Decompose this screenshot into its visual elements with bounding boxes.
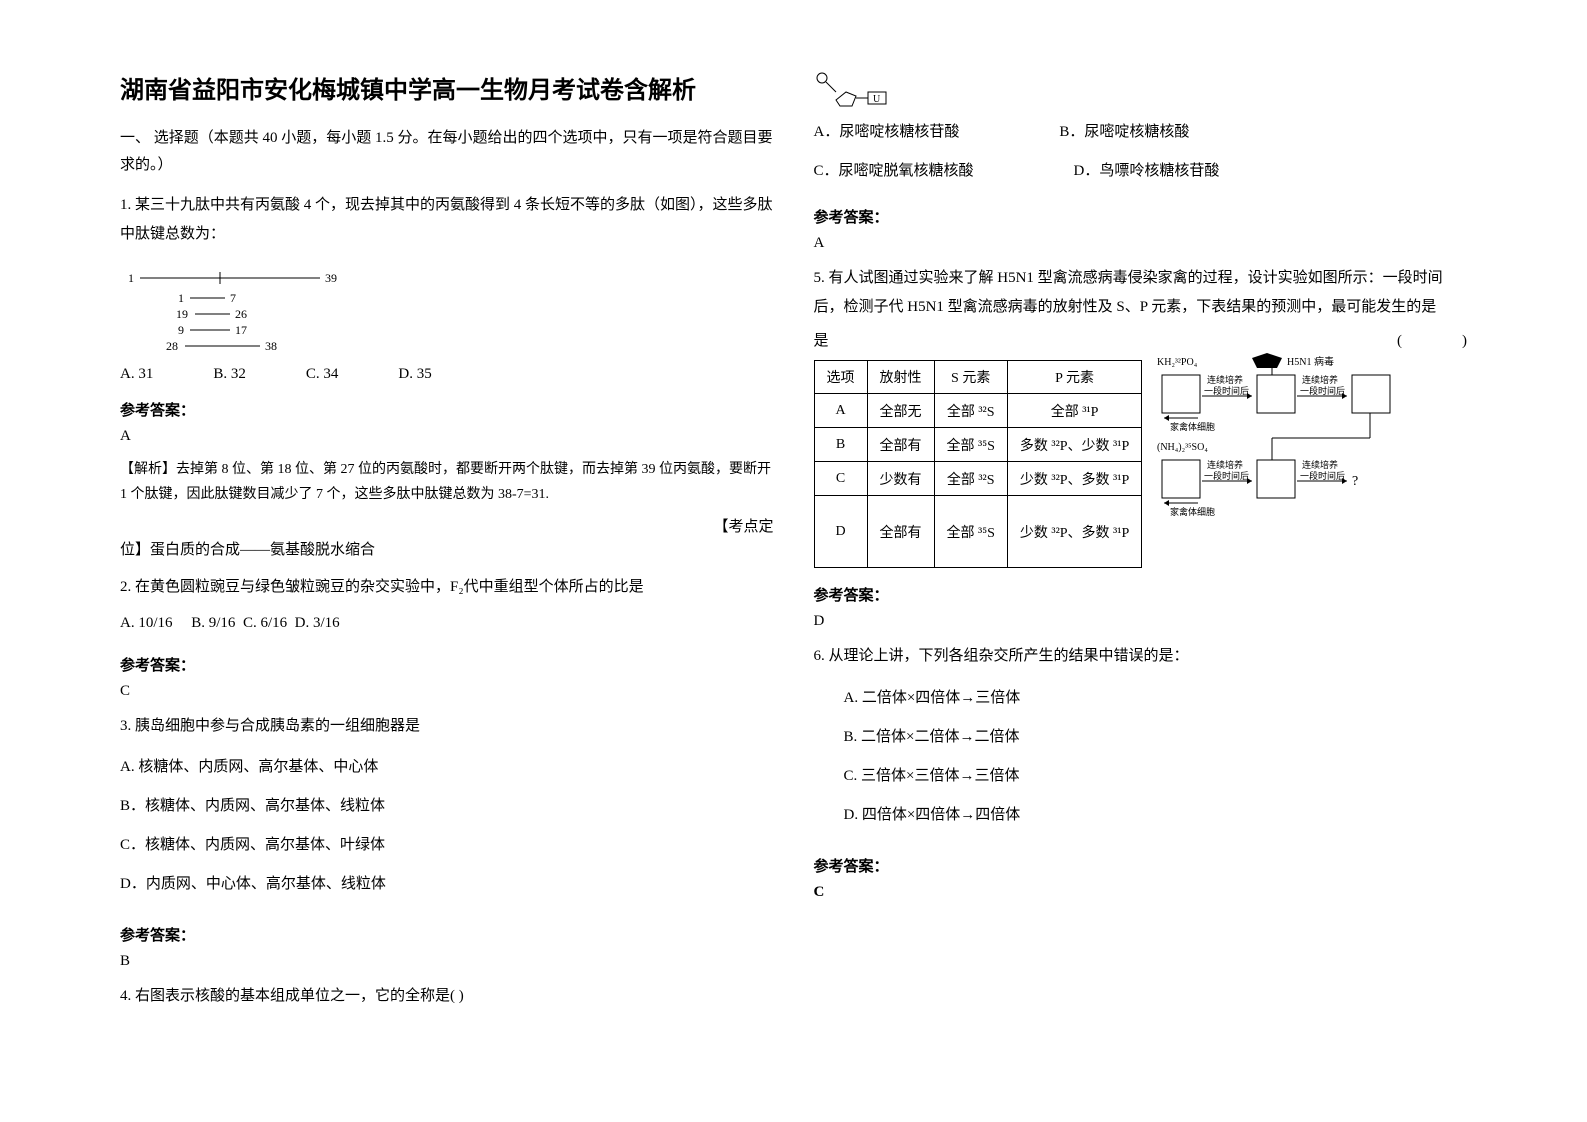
svg-text:一段时间后: 一段时间后	[1204, 385, 1249, 396]
q4-options-row2: C．尿嘧啶脱氧核糖核酸 D．鸟嘌呤核糖核苷酸	[814, 159, 1468, 180]
table-row: A 全部无 全部 ³²S 全部 ³¹P	[814, 394, 1142, 428]
q6-optB: B. 二倍体×二倍体→二倍体	[844, 718, 1468, 757]
q4-optA: A．尿嘧啶核糖核苷酸	[814, 120, 960, 141]
q5-h4: P 元素	[1007, 361, 1141, 394]
q2-options: A. 10/16 B. 9/16 C. 6/16 D. 3/16	[120, 609, 774, 638]
q5-answer: D	[814, 613, 1468, 630]
q6-optA: A. 二倍体×四倍体→三倍体	[844, 679, 1468, 718]
svg-text:(NH₄)₂³⁵SO₄: (NH₄)₂³⁵SO₄	[1157, 442, 1208, 453]
q4-text: 4. 右图表示核酸的基本组成单位之一，它的全称是( )	[120, 982, 774, 1011]
q1-explanation: 【解析】去掉第 8 位、第 18 位、第 27 位的丙氨酸时，都要断开两个肽键，…	[120, 457, 774, 507]
q1-optC: C. 34	[306, 366, 339, 383]
q1-exam-point-right: 【考点定	[713, 515, 773, 536]
q4-options-row1: A．尿嘧啶核糖核苷酸 B．尿嘧啶核糖核酸	[814, 120, 1468, 141]
svg-text:连续培养: 连续培养	[1207, 459, 1243, 470]
q2-answer-label: 参考答案：	[120, 654, 774, 675]
q4-answer-label: 参考答案：	[814, 206, 1468, 227]
q2-optB: B. 9/16	[191, 615, 235, 631]
q6-answer: C	[814, 884, 1468, 901]
experiment-diagram: KH₂³²PO₄ H5N1 病毒 连续培养 一段时间后 连续培养 一段时间后 家…	[1152, 350, 1412, 530]
svg-text:H5N1 病毒: H5N1 病毒	[1287, 355, 1334, 368]
q1-options: A. 31 B. 32 C. 34 D. 35	[120, 366, 774, 383]
q2-optC: C. 6/16	[243, 615, 287, 631]
table-row: D 全部有 全部 ³⁵S 少数 ³²P、多数 ³¹P	[814, 496, 1142, 568]
q5-content: 选项 放射性 S 元素 P 元素 A 全部无 全部 ³²S 全部 ³¹P B 全…	[814, 350, 1468, 568]
svg-text:?: ?	[1352, 474, 1358, 489]
svg-text:KH₂³²PO₄: KH₂³²PO₄	[1157, 357, 1198, 368]
svg-text:一段时间后: 一段时间后	[1300, 470, 1345, 481]
svg-text:一段时间后: 一段时间后	[1300, 385, 1345, 396]
svg-text:一段时间后: 一段时间后	[1204, 470, 1249, 481]
q5-paren: 是 ( )	[814, 329, 1468, 350]
q3-optB: B．核糖体、内质网、高尔基体、线粒体	[120, 787, 774, 826]
q5-table: 选项 放射性 S 元素 P 元素 A 全部无 全部 ³²S 全部 ³¹P B 全…	[814, 360, 1143, 568]
q3-text: 3. 胰岛细胞中参与合成胰岛素的一组细胞器是	[120, 712, 774, 741]
table-row: C 少数有 全部 ³²S 少数 ³²P、多数 ³¹P	[814, 462, 1142, 496]
q2-text: 2. 在黄色圆粒豌豆与绿色皱粒豌豆的杂交实验中，F₂代中重组型个体所占的比是	[120, 573, 774, 602]
svg-text:连续培养: 连续培养	[1302, 459, 1338, 470]
svg-text:9: 9	[178, 323, 184, 337]
left-column: 湖南省益阳市安化梅城镇中学高一生物月考试卷含解析 一、 选择题（本题共 40 小…	[100, 70, 794, 1082]
q5-h3: S 元素	[934, 361, 1007, 394]
q5-answer-label: 参考答案：	[814, 584, 1468, 605]
q1-answer: A	[120, 428, 774, 445]
q4-optB: B．尿嘧啶核糖核酸	[1059, 120, 1189, 141]
q2-answer: C	[120, 683, 774, 700]
svg-text:1: 1	[178, 291, 184, 305]
q6-answer-label: 参考答案：	[814, 855, 1468, 876]
q2-optA: A. 10/16	[120, 615, 173, 631]
svg-text:28: 28	[166, 339, 178, 353]
q5-text: 5. 有人试图通过实验来了解 H5N1 型禽流感病毒侵染家禽的过程，设计实验如图…	[814, 264, 1468, 321]
table-row: B 全部有 全部 ³⁵S 多数 ³²P、少数 ³¹P	[814, 428, 1142, 462]
q5-is: 是	[814, 329, 829, 350]
peptide-diagram: 1 39 17 1926 917 2838	[120, 266, 380, 356]
q3-optA: A. 核糖体、内质网、高尔基体、中心体	[120, 748, 774, 787]
right-column: U A．尿嘧啶核糖核苷酸 B．尿嘧啶核糖核酸 C．尿嘧啶脱氧核糖核酸 D．鸟嘌呤…	[794, 70, 1488, 1082]
svg-text:连续培养: 连续培养	[1302, 374, 1338, 385]
q1-text: 1. 某三十九肽中共有丙氨酸 4 个，现去掉其中的丙氨酸得到 4 条长短不等的多…	[120, 191, 774, 248]
svg-text:19: 19	[176, 307, 188, 321]
svg-text:家禽体细胞: 家禽体细胞	[1170, 506, 1215, 517]
svg-text:26: 26	[235, 307, 247, 321]
q1-optA: A. 31	[120, 366, 153, 383]
q3-answer-label: 参考答案：	[120, 924, 774, 945]
nucleotide-diagram: U	[814, 70, 894, 110]
svg-text:连续培养: 连续培养	[1207, 374, 1243, 385]
svg-text:17: 17	[235, 323, 247, 337]
q6-text: 6. 从理论上讲，下列各组杂交所产生的结果中错误的是：	[814, 642, 1468, 671]
q5-h2: 放射性	[867, 361, 934, 394]
q6-options: A. 二倍体×四倍体→三倍体 B. 二倍体×二倍体→二倍体 C. 三倍体×三倍体…	[814, 679, 1468, 835]
page-title: 湖南省益阳市安化梅城镇中学高一生物月考试卷含解析	[120, 70, 774, 105]
q1-optD: D. 35	[398, 366, 431, 383]
q3-options: A. 核糖体、内质网、高尔基体、中心体 B．核糖体、内质网、高尔基体、线粒体 C…	[120, 748, 774, 904]
q4-optD: D．鸟嘌呤核糖核苷酸	[1074, 159, 1220, 180]
svg-text:家禽体细胞: 家禽体细胞	[1170, 421, 1215, 432]
q2-optD: D. 3/16	[295, 615, 340, 631]
q1-optB: B. 32	[213, 366, 246, 383]
q5-h1: 选项	[814, 361, 867, 394]
q1-answer-label: 参考答案：	[120, 399, 774, 420]
q5-parens: ( )	[1397, 329, 1467, 350]
svg-text:7: 7	[230, 291, 236, 305]
q3-optD: D．内质网、中心体、高尔基体、线粒体	[120, 865, 774, 904]
q6-optC: C. 三倍体×三倍体→三倍体	[844, 757, 1468, 796]
section-header: 一、 选择题（本题共 40 小题，每小题 1.5 分。在每小题给出的四个选项中，…	[120, 125, 774, 179]
q1-exampoint-row: 【考点定	[120, 515, 774, 536]
svg-text:1: 1	[128, 271, 134, 285]
q1-exam-point-left: 位】蛋白质的合成——氨基酸脱水缩合	[120, 536, 774, 565]
q3-optC: C．核糖体、内质网、高尔基体、叶绿体	[120, 826, 774, 865]
nucleotide-U-label: U	[873, 94, 881, 105]
q3-answer: B	[120, 953, 774, 970]
q6-optD: D. 四倍体×四倍体→四倍体	[844, 796, 1468, 835]
svg-text:39: 39	[325, 271, 337, 285]
q4-optC: C．尿嘧啶脱氧核糖核酸	[814, 159, 974, 180]
q4-answer: A	[814, 235, 1468, 252]
svg-text:38: 38	[265, 339, 277, 353]
